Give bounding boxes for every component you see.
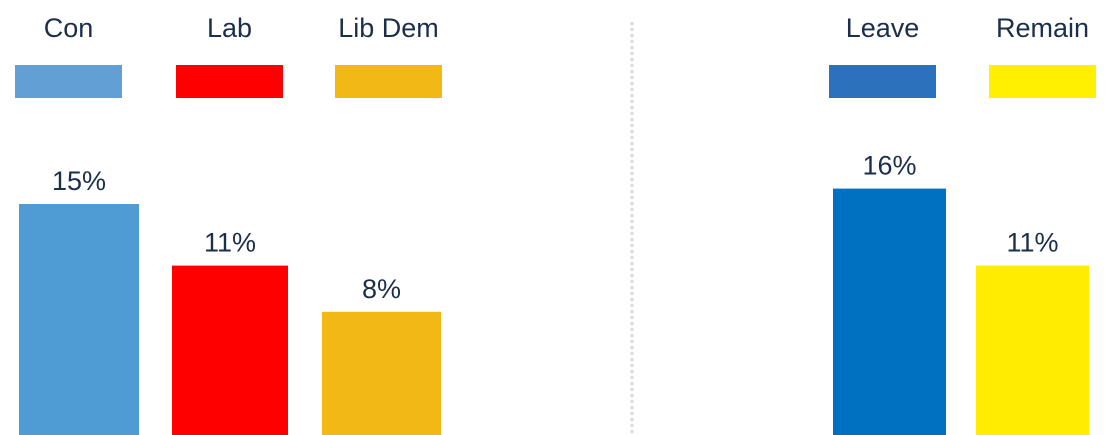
legend-label-remain: Remain	[996, 13, 1089, 43]
legend-swatch-lib-dem	[335, 65, 442, 98]
legend-swatch-leave	[829, 65, 936, 98]
bar-lib-dem	[322, 311, 441, 435]
legend-swatch-con	[15, 65, 122, 98]
bar-con	[19, 204, 139, 435]
data-label-leave: 16%	[862, 151, 916, 181]
legend-label-con: Con	[44, 13, 94, 43]
legend-label-lib-dem: Lib Dem	[338, 13, 439, 43]
legend-label-lab: Lab	[207, 13, 252, 43]
legend-label-leave: Leave	[846, 13, 920, 43]
data-label-lib-dem: 8%	[362, 274, 401, 304]
bar-lab	[172, 265, 288, 435]
data-label-lab: 11%	[204, 228, 256, 258]
legend-swatch-remain	[989, 65, 1096, 98]
data-label-con: 15%	[52, 166, 106, 196]
legend-swatch-lab	[176, 65, 283, 98]
data-label-remain: 11%	[1006, 228, 1058, 258]
party-chart-panel: Con Lab Lib Dem 15% 11% 8%	[15, 13, 442, 435]
bar-leave	[833, 188, 946, 435]
bar-remain	[976, 265, 1089, 435]
referendum-chart-panel: Leave Remain 16% 11%	[829, 13, 1096, 435]
